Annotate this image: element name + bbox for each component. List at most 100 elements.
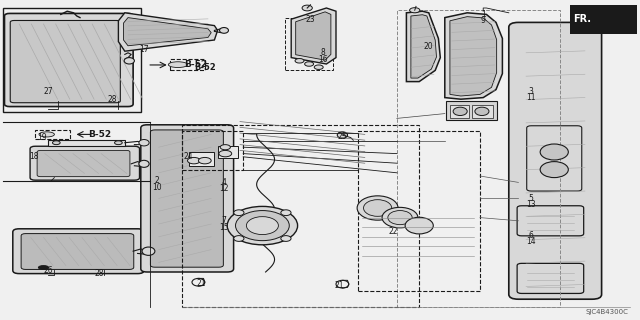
Ellipse shape xyxy=(382,207,418,228)
Polygon shape xyxy=(411,15,436,78)
Bar xyxy=(570,5,637,34)
Text: 13: 13 xyxy=(526,200,536,209)
Bar xyxy=(170,59,205,70)
Ellipse shape xyxy=(198,157,211,164)
Ellipse shape xyxy=(234,210,244,216)
Text: 4: 4 xyxy=(221,178,227,187)
Polygon shape xyxy=(118,13,218,51)
Ellipse shape xyxy=(188,157,200,164)
Polygon shape xyxy=(445,13,502,99)
Text: 21: 21 xyxy=(197,279,206,288)
Ellipse shape xyxy=(540,144,568,160)
Text: 2: 2 xyxy=(154,176,159,185)
Ellipse shape xyxy=(281,210,291,216)
Ellipse shape xyxy=(281,236,291,241)
Bar xyxy=(35,130,70,139)
FancyBboxPatch shape xyxy=(30,146,140,180)
Text: 26: 26 xyxy=(43,266,53,275)
Ellipse shape xyxy=(142,247,155,255)
FancyBboxPatch shape xyxy=(13,229,144,274)
Text: 21: 21 xyxy=(335,281,344,290)
Text: 3: 3 xyxy=(529,87,534,96)
Ellipse shape xyxy=(139,160,149,167)
Text: 28: 28 xyxy=(108,95,116,104)
Ellipse shape xyxy=(234,236,244,241)
Bar xyxy=(218,146,238,158)
Polygon shape xyxy=(296,12,331,60)
Polygon shape xyxy=(406,11,440,82)
Text: 8: 8 xyxy=(321,48,326,57)
Text: 16: 16 xyxy=(318,55,328,64)
Bar xyxy=(446,101,497,120)
Text: 10: 10 xyxy=(152,183,162,192)
Text: B-52: B-52 xyxy=(184,60,207,69)
Text: 9: 9 xyxy=(481,16,486,25)
Ellipse shape xyxy=(302,5,312,11)
FancyBboxPatch shape xyxy=(150,130,223,267)
Text: SJC4B4300C: SJC4B4300C xyxy=(586,309,628,315)
Bar xyxy=(285,18,333,70)
Text: 22: 22 xyxy=(389,228,398,236)
FancyBboxPatch shape xyxy=(517,206,584,236)
Ellipse shape xyxy=(357,196,398,220)
Ellipse shape xyxy=(337,132,348,138)
Ellipse shape xyxy=(39,132,54,137)
Text: 24: 24 xyxy=(184,152,194,161)
Text: 7: 7 xyxy=(221,216,227,225)
Ellipse shape xyxy=(453,107,467,116)
Polygon shape xyxy=(616,10,637,29)
Ellipse shape xyxy=(388,211,412,225)
Bar xyxy=(182,131,243,170)
Text: 19: 19 xyxy=(36,133,47,142)
Ellipse shape xyxy=(52,141,60,145)
Ellipse shape xyxy=(115,141,122,145)
Ellipse shape xyxy=(246,217,278,235)
Text: 5: 5 xyxy=(529,194,534,203)
Bar xyxy=(358,131,480,291)
Ellipse shape xyxy=(220,28,228,33)
Bar xyxy=(48,140,125,146)
Ellipse shape xyxy=(139,140,149,146)
Text: 20: 20 xyxy=(424,42,434,51)
Polygon shape xyxy=(291,8,336,64)
Text: B-52: B-52 xyxy=(194,63,216,72)
FancyBboxPatch shape xyxy=(4,13,133,107)
Text: 18: 18 xyxy=(29,152,38,161)
Bar xyxy=(182,125,419,307)
Polygon shape xyxy=(124,18,211,46)
Ellipse shape xyxy=(364,200,392,216)
Bar xyxy=(397,10,560,307)
FancyBboxPatch shape xyxy=(517,263,584,293)
Text: 27: 27 xyxy=(43,87,53,96)
Ellipse shape xyxy=(405,217,433,234)
Polygon shape xyxy=(450,17,497,96)
Text: 6: 6 xyxy=(529,231,534,240)
Text: B-52: B-52 xyxy=(88,130,111,139)
Text: FR.: FR. xyxy=(573,14,591,24)
Ellipse shape xyxy=(305,62,314,66)
Text: 15: 15 xyxy=(219,223,229,232)
Ellipse shape xyxy=(219,150,232,157)
Text: 12: 12 xyxy=(220,184,228,193)
FancyBboxPatch shape xyxy=(509,22,602,299)
Ellipse shape xyxy=(475,107,489,116)
Text: 25: 25 xyxy=(337,132,348,140)
Ellipse shape xyxy=(227,206,298,245)
Text: 23: 23 xyxy=(305,15,316,24)
Ellipse shape xyxy=(124,58,134,64)
Bar xyxy=(450,105,469,118)
Ellipse shape xyxy=(38,266,49,269)
FancyBboxPatch shape xyxy=(527,126,582,191)
FancyBboxPatch shape xyxy=(10,20,120,103)
Bar xyxy=(189,152,214,166)
Ellipse shape xyxy=(295,59,304,63)
Text: 14: 14 xyxy=(526,237,536,246)
Bar xyxy=(3,8,141,112)
Ellipse shape xyxy=(236,211,289,241)
Ellipse shape xyxy=(168,62,188,68)
FancyBboxPatch shape xyxy=(141,125,234,272)
Bar xyxy=(472,105,493,118)
Text: 17: 17 xyxy=(139,45,149,54)
Ellipse shape xyxy=(410,8,420,13)
Ellipse shape xyxy=(314,65,323,69)
